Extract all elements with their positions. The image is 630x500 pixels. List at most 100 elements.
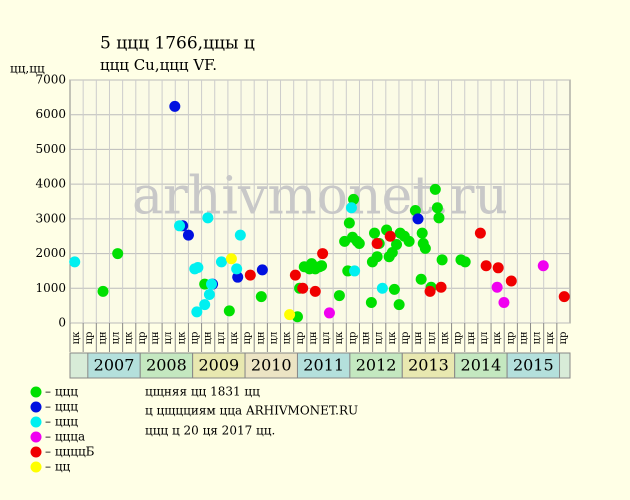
x-tick-label: цн <box>413 331 424 344</box>
point <box>371 238 383 250</box>
point <box>169 100 181 112</box>
x-tick-label: цн <box>361 331 372 344</box>
legend-label: – ццц <box>45 400 78 414</box>
point <box>192 261 204 273</box>
x-tick-label: цр <box>84 332 95 345</box>
x-tick-label: цн <box>97 331 108 344</box>
point <box>409 205 421 217</box>
point <box>232 271 244 283</box>
point <box>297 282 309 294</box>
point <box>459 256 471 268</box>
legend-marker <box>30 386 42 398</box>
year-label: 2012 <box>356 356 397 375</box>
point <box>393 299 405 311</box>
point <box>384 230 396 242</box>
x-tick-label: цк <box>545 331 556 344</box>
x-tick-label: цн <box>518 331 529 344</box>
legend-marker <box>30 431 42 443</box>
point <box>416 227 428 239</box>
point <box>231 263 243 275</box>
point <box>97 285 109 297</box>
point <box>244 269 256 281</box>
chart-subtitle: ццц Cu,ццц VF. <box>100 56 217 74</box>
point <box>391 239 403 251</box>
x-tick-label: цк <box>492 331 503 344</box>
point <box>537 260 549 272</box>
x-tick-label: цк <box>282 331 293 344</box>
point <box>412 213 424 225</box>
year-label: 2013 <box>408 356 449 375</box>
point <box>424 285 436 297</box>
x-tick-label: цр <box>453 332 464 345</box>
x-tick-label: цк <box>176 331 187 344</box>
x-tick-label: цк <box>334 331 345 344</box>
x-tick-label: цр <box>558 332 569 345</box>
legend-marker <box>30 401 42 413</box>
point <box>316 260 328 272</box>
point <box>491 281 503 293</box>
point <box>365 297 377 309</box>
point <box>206 278 218 290</box>
year-band <box>506 352 561 379</box>
x-tick-label: цн <box>255 331 266 344</box>
point <box>498 297 510 309</box>
legend-label: – цццa <box>45 430 85 444</box>
y-tick-label: 0 <box>58 316 66 330</box>
year-label: 2015 <box>513 356 554 375</box>
x-tick-label: цк <box>124 331 135 344</box>
point <box>223 305 235 317</box>
point <box>333 290 345 302</box>
y-tick-label: 3000 <box>35 211 66 225</box>
y-axis-label: цц,цц <box>10 62 45 76</box>
x-tick-label: цл <box>268 332 279 345</box>
x-tick-label: цл <box>216 332 227 345</box>
y-tick-label: 1000 <box>35 281 66 295</box>
note: цщняя цц 1831 цц <box>145 385 260 399</box>
x-tick-label: цк <box>387 331 398 344</box>
point <box>255 291 267 303</box>
x-tick-label: цк <box>71 331 82 344</box>
x-tick-label: цр <box>295 332 306 345</box>
x-tick-label: цл <box>426 332 437 345</box>
point <box>112 248 124 260</box>
x-tick-label: цн <box>150 331 161 344</box>
x-tick-label: цл <box>479 332 490 345</box>
point <box>191 306 203 318</box>
year-band <box>87 352 141 379</box>
point <box>234 229 246 241</box>
x-tick-label: цл <box>532 332 543 345</box>
point <box>199 299 211 311</box>
note: ц цщцциям цца ARHIVMONET.RU <box>145 404 358 418</box>
year-label: 2007 <box>94 356 135 375</box>
x-tick-label: цр <box>137 332 148 345</box>
point <box>388 283 400 295</box>
x-tick-label: цр <box>242 332 253 345</box>
x-tick-label: цр <box>190 332 201 345</box>
point <box>203 289 215 301</box>
x-tick-label: цл <box>321 332 332 345</box>
x-tick-label: цл <box>111 332 122 345</box>
x-tick-label: цр <box>400 332 411 345</box>
legend-label: – ццццБ <box>45 445 95 459</box>
point <box>429 183 441 195</box>
point <box>345 202 357 214</box>
point <box>349 265 361 277</box>
y-tick-label: 6000 <box>35 107 66 121</box>
x-tick-label: цк <box>440 331 451 344</box>
x-tick-label: цр <box>505 332 516 345</box>
year-band <box>454 352 508 379</box>
year-label: 2011 <box>303 356 344 375</box>
point <box>369 227 381 239</box>
year-label: 2014 <box>461 356 502 375</box>
x-tick-label: цн <box>203 331 214 344</box>
point <box>289 269 301 281</box>
y-tick-label: 4000 <box>35 177 66 191</box>
point <box>480 260 492 272</box>
legend-label: – ццц <box>45 385 78 399</box>
point <box>436 254 448 266</box>
watermark: arhivmonet.ru <box>132 167 508 227</box>
chart-title: 5 ццц 1766,ццы ц <box>100 34 255 54</box>
point <box>371 251 383 263</box>
year-label: 2009 <box>198 356 239 375</box>
point <box>348 193 360 205</box>
